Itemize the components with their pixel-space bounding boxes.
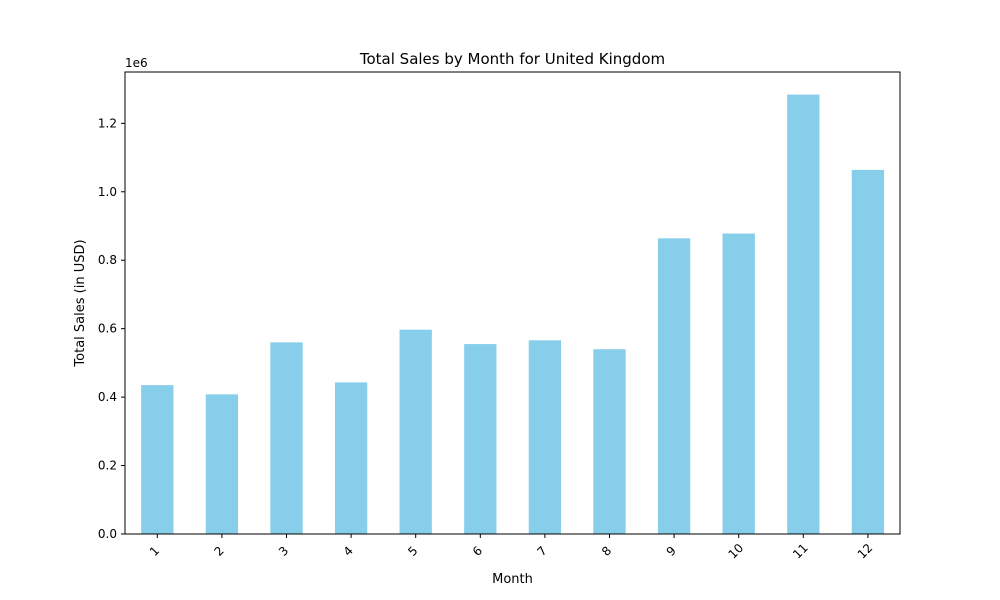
x-tick-label: 1: [147, 544, 162, 559]
bar-month-11: [787, 94, 820, 534]
bar-month-7: [528, 340, 562, 534]
x-tick-label: 5: [405, 544, 420, 559]
bar-month-6: [464, 344, 497, 534]
bar-month-2: [205, 394, 239, 534]
y-tick-label: 0.8: [98, 253, 117, 267]
y-tick-label: 1.0: [98, 185, 117, 199]
x-tick-label: 11: [790, 541, 811, 562]
bar-month-9: [657, 238, 691, 534]
x-axis-ticks: 1 2 3 4 5 6 7 8 9 10 11 12: [147, 534, 876, 562]
bar-month-8: [593, 349, 626, 534]
bar-month-1: [141, 385, 174, 534]
x-tick-label: 10: [726, 541, 747, 562]
x-tick-label: 9: [664, 544, 679, 559]
x-tick-label: 2: [211, 544, 226, 559]
bar-month-10: [722, 233, 755, 534]
y-tick-label: 0.2: [98, 459, 117, 473]
y-axis-label: Total Sales (in USD): [73, 239, 88, 367]
x-tick-label: 8: [599, 544, 614, 559]
y-tick-label: 0.4: [98, 390, 117, 404]
x-tick-label: 7: [534, 544, 549, 559]
bar-month-12: [851, 169, 885, 534]
y-tick-label: 1.2: [98, 116, 117, 130]
plot-frame: [124, 71, 901, 535]
y-offset-label: 1e6: [125, 56, 148, 70]
x-tick-label: 4: [341, 544, 356, 559]
x-tick-label: 3: [276, 544, 291, 559]
chart-title: Total Sales by Month for United Kingdom: [359, 50, 665, 68]
bar-month-5: [399, 329, 432, 534]
bar-month-3: [270, 342, 303, 534]
x-tick-label: 6: [470, 544, 485, 559]
y-tick-label: 0.6: [98, 322, 117, 336]
bar-month-4: [334, 382, 368, 534]
y-tick-label: 0.0: [98, 527, 117, 541]
y-axis-ticks: 0.0 0.2 0.4 0.6 0.8 1.0 1.2: [98, 116, 125, 541]
bars-group: [141, 94, 885, 534]
x-axis-label: Month: [492, 572, 533, 587]
x-tick-label: 12: [855, 541, 876, 562]
